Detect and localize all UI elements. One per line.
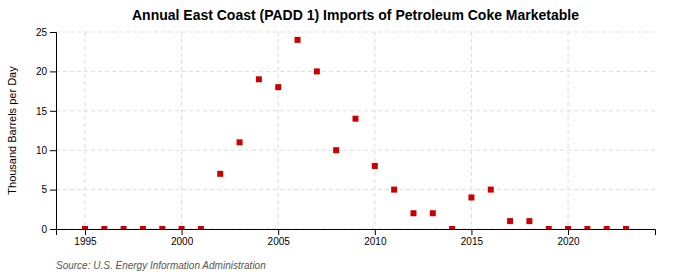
point (121, 226, 127, 229)
point (198, 226, 204, 229)
marks (82, 37, 629, 229)
point (237, 139, 243, 145)
point (372, 163, 378, 169)
y-tick: 0 (41, 224, 56, 235)
x-tick-label: 1995 (74, 236, 97, 247)
y-tick-mark (50, 71, 56, 72)
point (546, 226, 552, 229)
x-tick-mark (471, 229, 472, 235)
x-axis: 1995 2000 2005 2010 2015 2020 (57, 229, 656, 247)
y-tick: 15 (36, 106, 56, 117)
point (140, 226, 146, 229)
y-tick: 10 (36, 145, 56, 156)
x-tick-label: 2010 (364, 236, 387, 247)
point (101, 226, 107, 229)
y-grid-line (56, 32, 655, 33)
y-tick-mark (50, 111, 56, 112)
x-grid-line (181, 32, 182, 229)
point (430, 210, 436, 216)
x-tick: 1995 (74, 229, 97, 247)
x-grid-line (84, 32, 85, 229)
y-tick-label: 0 (41, 224, 47, 235)
point (410, 210, 416, 216)
y-tick: 25 (36, 27, 56, 38)
y-tick-mark (50, 190, 56, 191)
y-tick-mark (50, 32, 56, 33)
point (623, 226, 629, 229)
x-grid-line (568, 32, 569, 229)
y-tick-label: 25 (36, 27, 48, 38)
y-tick-label: 20 (36, 66, 48, 77)
y-axis: 0 5 10 15 20 25 (36, 27, 57, 235)
point (179, 226, 185, 229)
point (82, 226, 88, 229)
y-tick-label: 10 (36, 145, 48, 156)
y-tick-label: 5 (41, 184, 47, 195)
x-tick-label: 2000 (171, 236, 194, 247)
x-grid-line (278, 32, 279, 229)
x-tick-label: 2020 (557, 236, 580, 247)
plot: 1995 2000 2005 2010 2015 2020 0 5 10 15 20 25 (36, 27, 656, 247)
x-tick: 2010 (364, 229, 387, 247)
y-tick-label: 15 (36, 106, 48, 117)
x-tick-mark (85, 229, 86, 235)
annotation: Source: U.S. Energy Information Administ… (56, 260, 266, 271)
y-grid-line (56, 71, 655, 72)
y-grid-line (56, 150, 655, 151)
point (256, 76, 262, 82)
point (353, 116, 359, 122)
y-tick: 20 (36, 66, 56, 77)
x-tick-mark (568, 229, 569, 235)
point (449, 226, 455, 229)
point (468, 194, 474, 200)
point (217, 171, 223, 177)
x-tick: 2005 (268, 229, 291, 247)
point (314, 68, 320, 74)
y-tick: 5 (41, 184, 56, 195)
y-axis-title: Thousand Barrels per Day (6, 66, 18, 195)
y-grid-line (56, 110, 655, 111)
x-tick: 2020 (557, 229, 580, 247)
point (295, 37, 301, 43)
x-tick: 2015 (461, 229, 484, 247)
point (526, 218, 532, 224)
x-tick: 2000 (171, 229, 194, 247)
y-tick-mark (50, 150, 56, 151)
x-tick-mark (278, 229, 279, 235)
point (488, 187, 494, 193)
point (391, 187, 397, 193)
point (604, 226, 610, 229)
x-axis-line (57, 230, 656, 236)
x-tick-mark (182, 229, 183, 235)
y-grid-line (56, 189, 655, 190)
x-tick-label: 2005 (268, 236, 291, 247)
chart: 1995 2000 2005 2010 2015 2020 0 5 10 15 20 25 Annual… (0, 0, 675, 275)
grid (56, 32, 655, 229)
x-tick-mark (375, 229, 376, 235)
title: Annual East Coast (PADD 1) Imports of Pe… (132, 7, 579, 23)
point (275, 84, 281, 90)
y-tick-mark (50, 229, 56, 230)
point (159, 226, 165, 229)
x-tick-label: 2015 (461, 236, 484, 247)
y-axis-line (50, 33, 57, 230)
point (507, 218, 513, 224)
x-grid-line (374, 32, 375, 229)
point (333, 147, 339, 153)
point (565, 226, 571, 229)
point (584, 226, 590, 229)
